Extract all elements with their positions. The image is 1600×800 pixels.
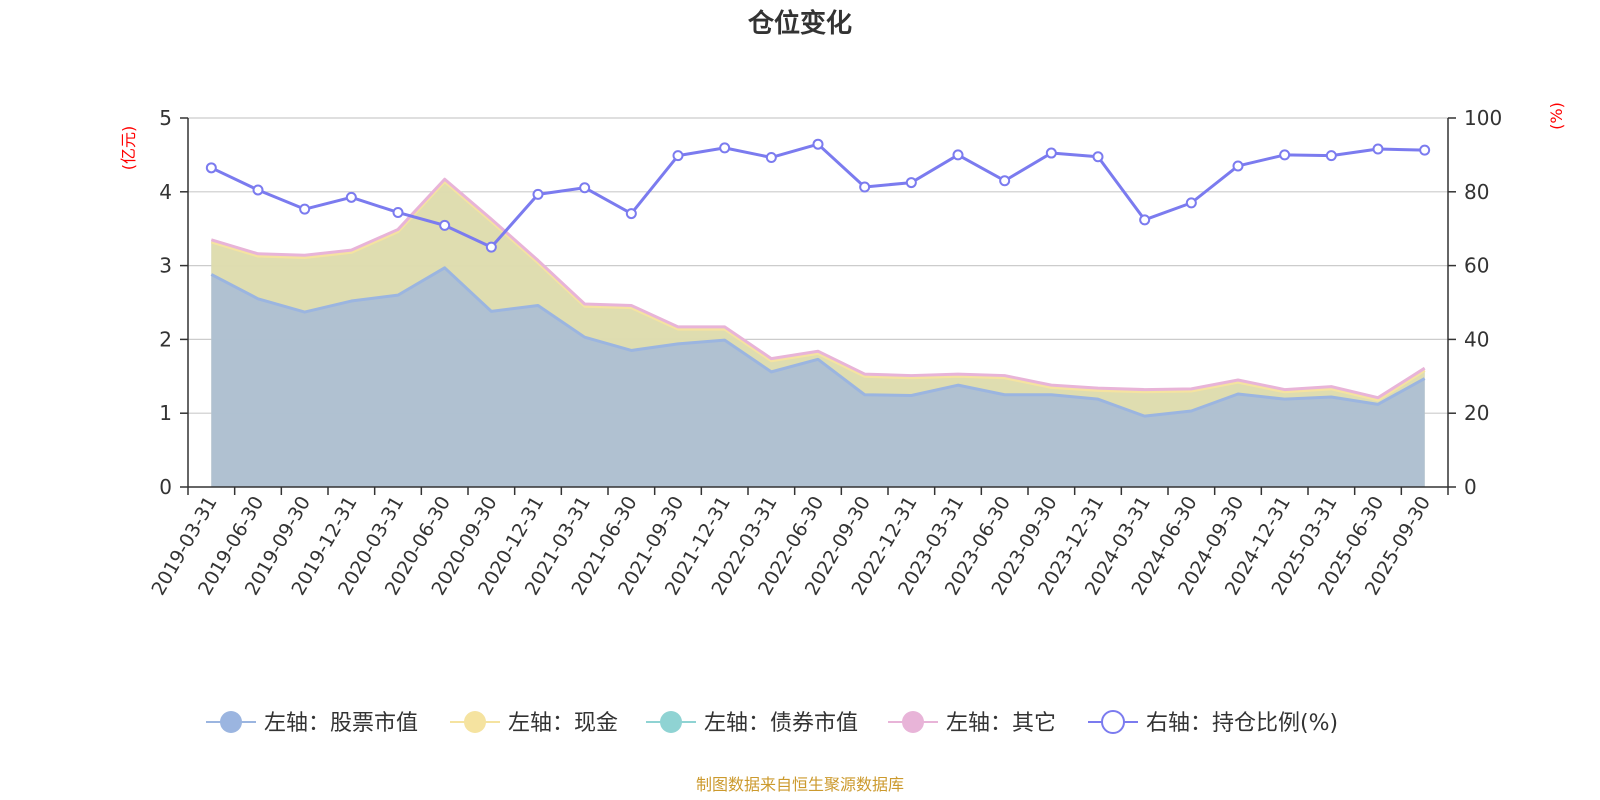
legend-label: 左轴：债券市值	[704, 711, 858, 736]
ratio-point	[1325, 150, 1337, 162]
right-tick-label: 0	[1464, 475, 1477, 499]
ratio-point	[1279, 149, 1291, 161]
left-tick-label: 5	[159, 106, 172, 130]
legend[interactable]: 左轴：股票市值 左轴：现金 左轴：债券市值 左轴：其它 右轴：持仓比例(%)	[206, 710, 1338, 736]
left-tick-label: 1	[159, 401, 172, 425]
ratio-point	[765, 151, 777, 163]
ratio-point	[812, 138, 824, 150]
axes: 0 0 1 20 2 40 3 60 4 80 5 100	[159, 106, 1502, 499]
ratio-point	[672, 150, 684, 162]
stock-area	[211, 267, 1425, 487]
ratio-point	[392, 206, 404, 218]
legend-item[interactable]: 右轴：持仓比例(%)	[1088, 710, 1338, 736]
ratio-point	[1139, 214, 1151, 226]
ratio-point	[1092, 151, 1104, 163]
other-line	[210, 177, 1426, 400]
ratio-point	[1045, 147, 1057, 159]
data-source-note: 制图数据来自恒生聚源数据库	[696, 775, 904, 794]
left-tick-label: 2	[159, 327, 172, 351]
ratio-point	[439, 219, 451, 231]
stacked-areas	[210, 177, 1426, 487]
right-tick-label: 40	[1464, 327, 1489, 351]
left-tick-label: 0	[159, 475, 172, 499]
ratio-point	[205, 162, 217, 174]
chart-title: 仓位变化	[747, 8, 852, 39]
x-tick-labels: 2019-03-312019-06-302019-09-302019-12-31…	[147, 492, 1435, 599]
legend-marker	[660, 711, 682, 733]
right-tick-label: 20	[1464, 401, 1489, 425]
right-tick-label: 100	[1464, 106, 1502, 130]
ratio-line-series	[205, 138, 1431, 253]
ratio-point	[299, 203, 311, 215]
left-tick-label: 4	[159, 180, 172, 204]
ratio-point	[905, 177, 917, 189]
legend-label: 左轴：现金	[508, 711, 618, 736]
cash-line	[210, 179, 1426, 402]
ratio-point	[532, 188, 544, 200]
legend-item[interactable]: 左轴：股票市值	[206, 711, 418, 736]
ratio-point	[345, 191, 357, 203]
ratio-point	[859, 181, 871, 193]
ratio-point	[999, 175, 1011, 187]
ratio-point	[1185, 197, 1197, 209]
legend-item[interactable]: 左轴：现金	[450, 711, 618, 736]
right-tick-label: 80	[1464, 180, 1489, 204]
ratio-point	[952, 149, 964, 161]
left-axis-unit: (亿元)	[119, 126, 138, 171]
legend-label: 左轴：股票市值	[264, 711, 418, 736]
stock-line	[210, 266, 1426, 418]
ratio-point	[1372, 143, 1384, 155]
legend-label: 左轴：其它	[946, 711, 1056, 736]
legend-marker	[464, 711, 486, 733]
ratio-point	[625, 208, 637, 220]
ratio-point	[1419, 144, 1431, 156]
right-tick-label: 60	[1464, 254, 1489, 278]
legend-label: 右轴：持仓比例(%)	[1146, 711, 1338, 736]
ratio-point	[485, 241, 497, 253]
legend-marker	[1101, 710, 1125, 734]
ratio-point	[1232, 160, 1244, 172]
legend-item[interactable]: 左轴：债券市值	[646, 711, 858, 736]
legend-marker	[902, 711, 924, 733]
ratio-point	[252, 184, 264, 196]
ratio-point	[719, 142, 731, 154]
legend-marker	[220, 711, 242, 733]
ratio-point	[579, 182, 591, 194]
right-axis-unit: (%)	[1547, 102, 1566, 130]
legend-item[interactable]: 左轴：其它	[888, 711, 1056, 736]
left-tick-label: 3	[159, 254, 172, 278]
